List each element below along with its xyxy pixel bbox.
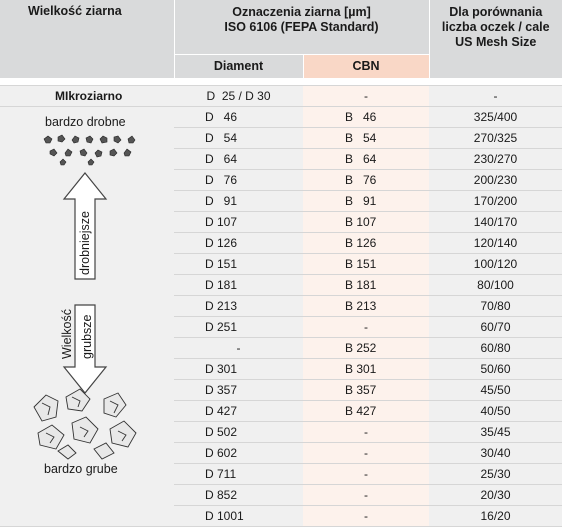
diament-cell: D 76 [174,169,303,190]
header-row: Wielkość ziarna Oznaczenia ziarna [µm] I… [0,0,562,54]
cbn-cell: B 301 [303,358,429,379]
diament-cell: D 427 [174,400,303,421]
mesh-cell: 270/325 [429,127,562,148]
coarser-label: grubsze [80,314,94,358]
cbn-cell: B 151 [303,253,429,274]
header-designation-line2: ISO 6106 (FEPA Standard) [175,20,429,35]
mesh-cell: 230/270 [429,148,562,169]
diament-cell: D 151 [174,253,303,274]
header-cbn: CBN [303,54,429,78]
finer-label: drobniejsze [78,211,92,275]
mesh-cell: 45/50 [429,379,562,400]
cbn-cell: B 357 [303,379,429,400]
diament-cell: D 602 [174,442,303,463]
header-grain-size: Wielkość ziarna [0,0,174,78]
micro-cbn: - [303,85,429,106]
coarse-label: bardzo grube [44,462,118,476]
cbn-cell: - [303,421,429,442]
diament-cell: D 251 [174,316,303,337]
mesh-cell: 16/20 [429,505,562,526]
diament-cell: D 711 [174,463,303,484]
diament-cell: D 181 [174,274,303,295]
rows-body: MIkroziarno D 25 / D 30 - - bardzo drobn… [0,85,562,526]
mesh-cell: 80/100 [429,274,562,295]
mesh-cell: 325/400 [429,106,562,127]
header-diament: Diament [174,54,303,78]
cbn-cell: B 107 [303,211,429,232]
header-compare-line2: liczba oczek / cale [430,20,562,35]
header-mesh-compare: Dla porównania liczba oczek / cale US Me… [429,0,562,78]
mesh-cell: 30/40 [429,442,562,463]
mesh-cell: 40/50 [429,400,562,421]
mesh-cell: 120/140 [429,232,562,253]
cbn-cell: B 54 [303,127,429,148]
header-designation: Oznaczenia ziarna [µm] ISO 6106 (FEPA St… [174,0,429,54]
header-designation-line1: Oznaczenia ziarna [µm] [175,5,429,20]
cbn-cell: - [303,316,429,337]
micro-row: MIkroziarno D 25 / D 30 - - [0,85,562,106]
diament-cell: D 64 [174,148,303,169]
cbn-cell: B 64 [303,148,429,169]
cbn-cell: B 181 [303,274,429,295]
cbn-cell: - [303,484,429,505]
mesh-cell: 60/80 [429,337,562,358]
mesh-cell: 70/80 [429,295,562,316]
cbn-cell: B 46 [303,106,429,127]
diament-cell: D 91 [174,190,303,211]
header-compare-line1: Dla porównania [430,5,562,20]
micro-label: MIkroziarno [0,85,174,106]
mesh-cell: 100/120 [429,253,562,274]
mesh-cell: 200/230 [429,169,562,190]
grain-size-illustration-wrap: bardzo drobne drobniejsze Wielkość ziarn… [0,107,174,485]
micro-diament: D 25 / D 30 [174,85,303,106]
diament-cell: D 502 [174,421,303,442]
cbn-cell: B 126 [303,232,429,253]
cbn-cell: B 91 [303,190,429,211]
cbn-cell: B 213 [303,295,429,316]
mesh-cell: 35/45 [429,421,562,442]
coarse-grains-icon [28,385,148,461]
fine-label: bardzo drobne [45,115,126,129]
header-compare-line3: US Mesh Size [430,35,562,50]
table-row: bardzo drobne drobniejsze Wielkość ziarn… [0,106,562,127]
cbn-cell: B 76 [303,169,429,190]
grain-size-table-page: Wielkość ziarna Oznaczenia ziarna [µm] I… [0,0,562,485]
diament-cell: - [174,337,303,358]
mesh-cell: 140/170 [429,211,562,232]
cbn-cell: B 252 [303,337,429,358]
mesh-cell: 50/60 [429,358,562,379]
diament-cell: D 46 [174,106,303,127]
mesh-cell: 20/30 [429,484,562,505]
mesh-cell: 25/30 [429,463,562,484]
diament-cell: D 357 [174,379,303,400]
diament-cell: D 852 [174,484,303,505]
cbn-cell: - [303,505,429,526]
diament-cell: D 107 [174,211,303,232]
fine-grains-icon [40,133,140,167]
diament-cell: D 1001 [174,505,303,526]
cbn-cell: B 427 [303,400,429,421]
diament-cell: D 54 [174,127,303,148]
micro-mesh: - [429,85,562,106]
mesh-cell: 60/70 [429,316,562,337]
cbn-cell: - [303,442,429,463]
spacer-row [0,78,562,86]
diament-cell: D 126 [174,232,303,253]
diament-cell: D 301 [174,358,303,379]
grain-size-illustration: bardzo drobne drobniejsze Wielkość ziarn… [0,106,174,526]
mesh-cell: 170/200 [429,190,562,211]
diament-cell: D 213 [174,295,303,316]
cbn-cell: - [303,463,429,484]
